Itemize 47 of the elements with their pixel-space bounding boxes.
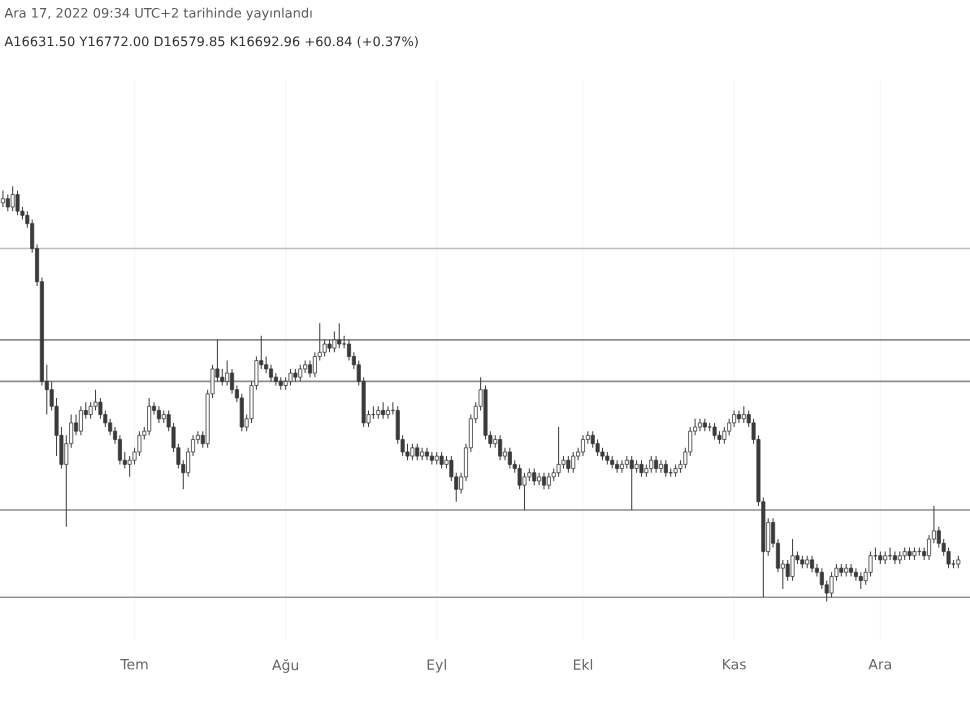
candlestick (424, 447, 430, 461)
candlestick (892, 551, 897, 565)
candlestick (347, 339, 352, 362)
candlestick (337, 322, 342, 349)
candlestick (654, 455, 659, 474)
candlestick (273, 372, 278, 387)
candlestick (381, 401, 386, 420)
candlestick (507, 447, 512, 470)
candlestick (420, 447, 425, 461)
candlestick (629, 455, 634, 511)
candlestick (736, 409, 741, 424)
candlestick (137, 430, 142, 457)
candlestick (658, 459, 663, 474)
candlestick (98, 397, 103, 420)
candlestick (829, 571, 834, 598)
candlestick (580, 434, 585, 457)
candlestick (697, 418, 702, 432)
candlestick (0, 189, 5, 208)
candlestick (127, 455, 132, 478)
candlestick (78, 405, 83, 436)
candlestick (556, 426, 561, 478)
candlestick (225, 360, 230, 387)
candlestick (332, 331, 337, 353)
candlestick (946, 546, 951, 569)
candlestick (10, 185, 15, 212)
candlestick (785, 559, 790, 582)
candlestick (93, 389, 98, 411)
candlestick (230, 368, 235, 395)
candlestick (303, 360, 308, 374)
candlestick (571, 451, 576, 474)
candlestick (483, 385, 488, 440)
candlestick (849, 563, 854, 577)
candlestick (522, 472, 527, 511)
candlestick (498, 434, 503, 461)
candlestick (147, 397, 152, 436)
candlestick (15, 189, 20, 216)
candlestick (386, 405, 391, 420)
candlestick (619, 459, 624, 474)
candlestick (615, 459, 620, 474)
candlestick (537, 472, 542, 486)
candlestick (239, 393, 244, 432)
candlestick (156, 405, 161, 424)
candlestick (790, 538, 795, 582)
candlestick (853, 567, 858, 582)
candlestick (868, 551, 873, 577)
candlestick (117, 434, 122, 465)
candlestick (429, 451, 434, 465)
